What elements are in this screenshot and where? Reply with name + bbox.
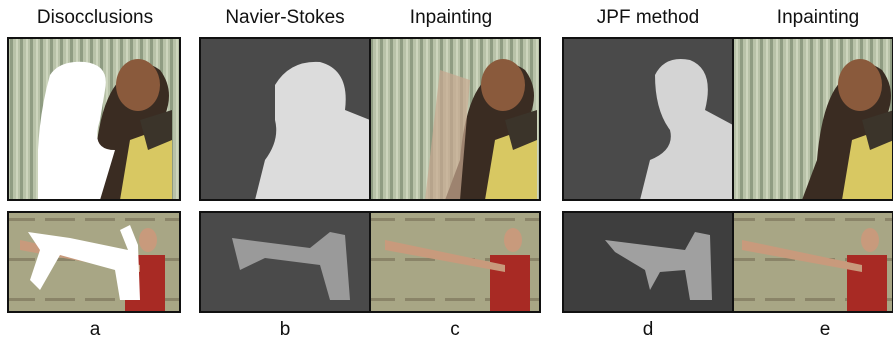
panel-label: e	[820, 319, 831, 340]
panel-label: a	[90, 319, 101, 340]
figure: Disocclusions Navier-Stokes Inpainting J…	[0, 0, 893, 342]
panel-c-top	[370, 38, 540, 200]
label-row: a b c d e	[90, 319, 831, 340]
panel-a-bottom	[8, 212, 180, 312]
panel-label: d	[643, 319, 654, 340]
panel-e-bottom	[733, 212, 893, 312]
column-header: JPF method	[597, 7, 699, 28]
column-header: Inpainting	[410, 7, 492, 28]
panel-label: c	[450, 319, 460, 340]
column-header: Navier-Stokes	[225, 7, 344, 28]
column-header: Disocclusions	[37, 7, 153, 28]
panel-a-top	[8, 38, 180, 200]
header-row: Disocclusions Navier-Stokes Inpainting J…	[37, 7, 859, 28]
panel-c-bottom	[370, 212, 540, 312]
page: Disocclusions Navier-Stokes Inpainting J…	[0, 0, 893, 342]
panel-e-top	[733, 38, 893, 200]
column-header: Inpainting	[777, 7, 859, 28]
panel-label: b	[280, 319, 291, 340]
